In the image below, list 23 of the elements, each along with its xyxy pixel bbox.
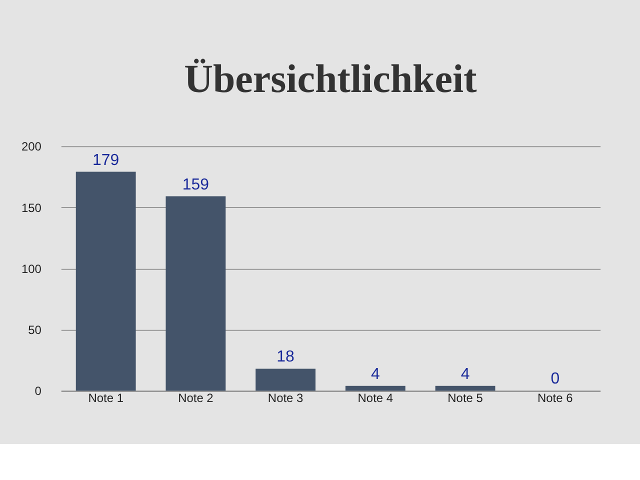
x-tick-label: Note 1 (88, 391, 124, 406)
x-tick-label: Note 3 (268, 391, 304, 406)
bar (256, 368, 316, 391)
y-tick-label: 200 (21, 140, 42, 154)
y-tick-label: 150 (21, 200, 42, 215)
data-label: 179 (92, 152, 120, 169)
x-tick-label: Note 5 (448, 391, 484, 406)
x-tick-label: Note 4 (358, 391, 394, 406)
chart-title: Übersichtlichkeit (184, 56, 478, 102)
y-tick-label: 50 (28, 323, 42, 338)
x-tick-label: Note 6 (538, 391, 574, 406)
data-label: 0 (550, 370, 560, 388)
y-tick-label: 100 (21, 262, 42, 276)
bar (166, 196, 226, 391)
bar (435, 386, 496, 391)
x-tick-label: Note 2 (178, 391, 214, 406)
bar (345, 386, 406, 391)
data-label: 4 (460, 366, 470, 383)
bar (76, 172, 136, 391)
data-label: 159 (182, 176, 210, 194)
y-tick-label: 0 (34, 384, 42, 398)
data-label: 18 (276, 348, 295, 366)
data-label: 4 (370, 366, 380, 383)
